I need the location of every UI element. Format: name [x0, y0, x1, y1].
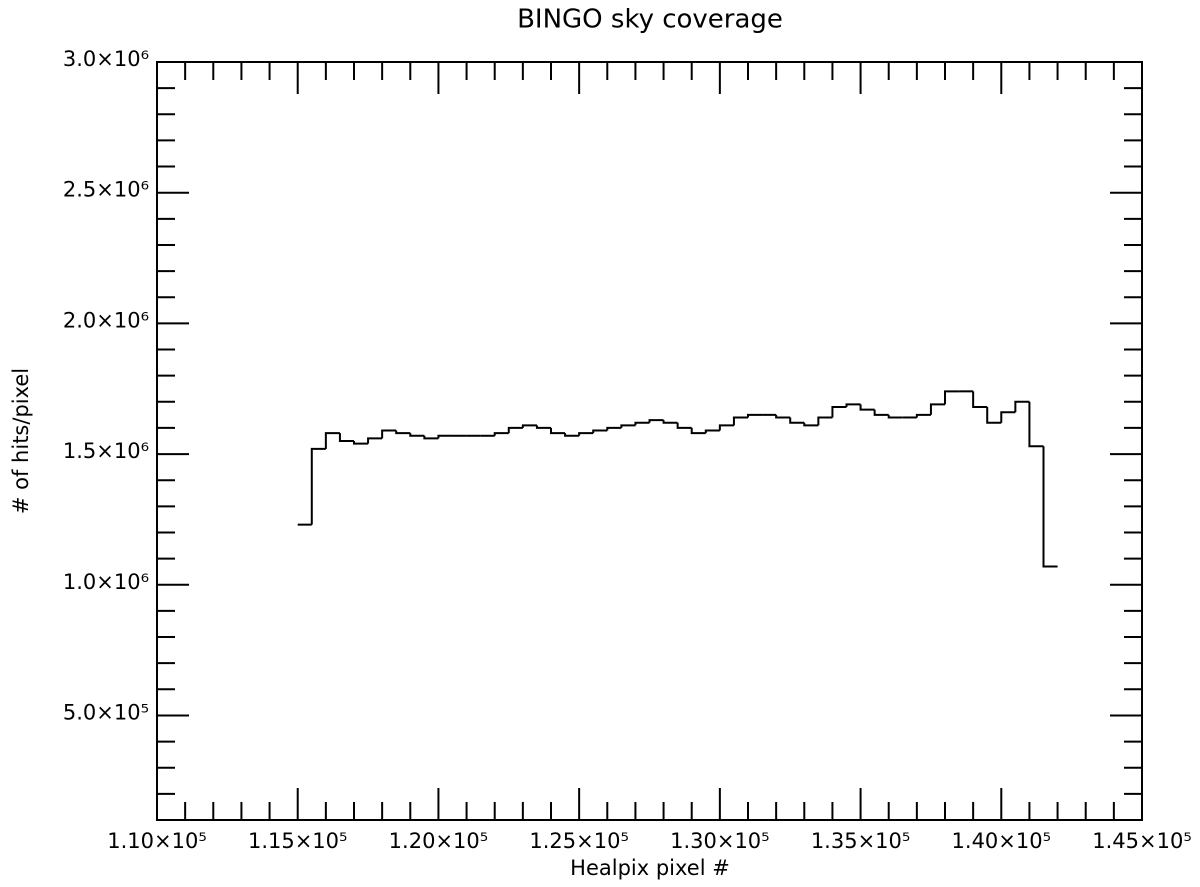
y-axis-label: # of hits/pixel [9, 368, 33, 514]
plot-frame [156, 61, 1143, 821]
histogram-step [324, 432, 340, 449]
histogram-step [972, 391, 988, 409]
x-axis-label: Healpix pixel # [570, 856, 730, 880]
x-tick-label: 1.30×10⁵ [670, 829, 770, 853]
histogram-step [648, 419, 664, 423]
histogram-step [423, 435, 439, 440]
x-tick-label: 1.15×10⁵ [248, 829, 348, 853]
histogram-step [338, 433, 354, 442]
x-tick-label: 1.45×10⁵ [1092, 829, 1192, 853]
histogram-step [732, 416, 748, 426]
histogram-step [550, 427, 566, 435]
y-tick-label: 1.5×10⁶ [63, 439, 149, 463]
histogram-step [507, 426, 523, 434]
histogram-step [690, 427, 706, 435]
histogram-step [873, 409, 889, 416]
histogram-step [353, 441, 369, 445]
histogram-step [718, 424, 734, 431]
histogram-step [789, 417, 805, 424]
y-tick-label: 5.0×10⁵ [63, 700, 149, 724]
histogram-step [1028, 401, 1044, 448]
x-tick-label: 1.35×10⁵ [811, 829, 911, 853]
histogram-step [381, 429, 397, 439]
histogram-step [676, 422, 692, 429]
histogram-step [493, 432, 509, 436]
histogram-step [535, 425, 551, 429]
histogram-step [747, 413, 763, 418]
x-tick-label: 1.20×10⁵ [389, 829, 489, 853]
histogram-step [1000, 411, 1016, 423]
histogram-step [310, 447, 326, 525]
histogram-step [929, 403, 945, 415]
histogram-step [887, 414, 903, 419]
histogram-step [367, 437, 383, 444]
histogram-step [662, 420, 678, 424]
chart-title: BINGO sky coverage [517, 5, 783, 35]
histogram-step [395, 430, 411, 435]
histogram-step [831, 406, 847, 418]
histogram-step [986, 407, 1002, 424]
x-tick-label: 1.25×10⁵ [529, 829, 629, 853]
histogram-step [620, 424, 636, 428]
histogram-step [817, 416, 833, 426]
x-tick-label: 1.10×10⁵ [107, 829, 207, 853]
y-tick-label: 1.0×10⁶ [63, 570, 149, 594]
histogram-step [409, 433, 425, 437]
histogram-step [704, 429, 720, 434]
histogram-step [775, 414, 791, 419]
x-tick-label: 1.40×10⁵ [952, 829, 1052, 853]
histogram-step [606, 426, 622, 431]
histogram-step [915, 413, 931, 418]
histogram-step [634, 421, 650, 426]
y-tick-label: 2.5×10⁶ [63, 178, 149, 202]
histogram-step [437, 434, 453, 439]
y-tick-label: 2.0×10⁶ [63, 308, 149, 332]
histogram-step [845, 403, 861, 408]
y-tick-label: 3.0×10⁶ [63, 47, 149, 71]
histogram-step [592, 429, 608, 434]
histogram-step [1014, 400, 1030, 413]
histogram-step [578, 432, 594, 436]
histogram-step [803, 422, 819, 427]
histogram-step [1042, 446, 1058, 568]
histogram-step [564, 433, 580, 437]
histogram-step [521, 424, 537, 428]
histogram-step [944, 390, 960, 405]
histogram-step [859, 404, 875, 411]
